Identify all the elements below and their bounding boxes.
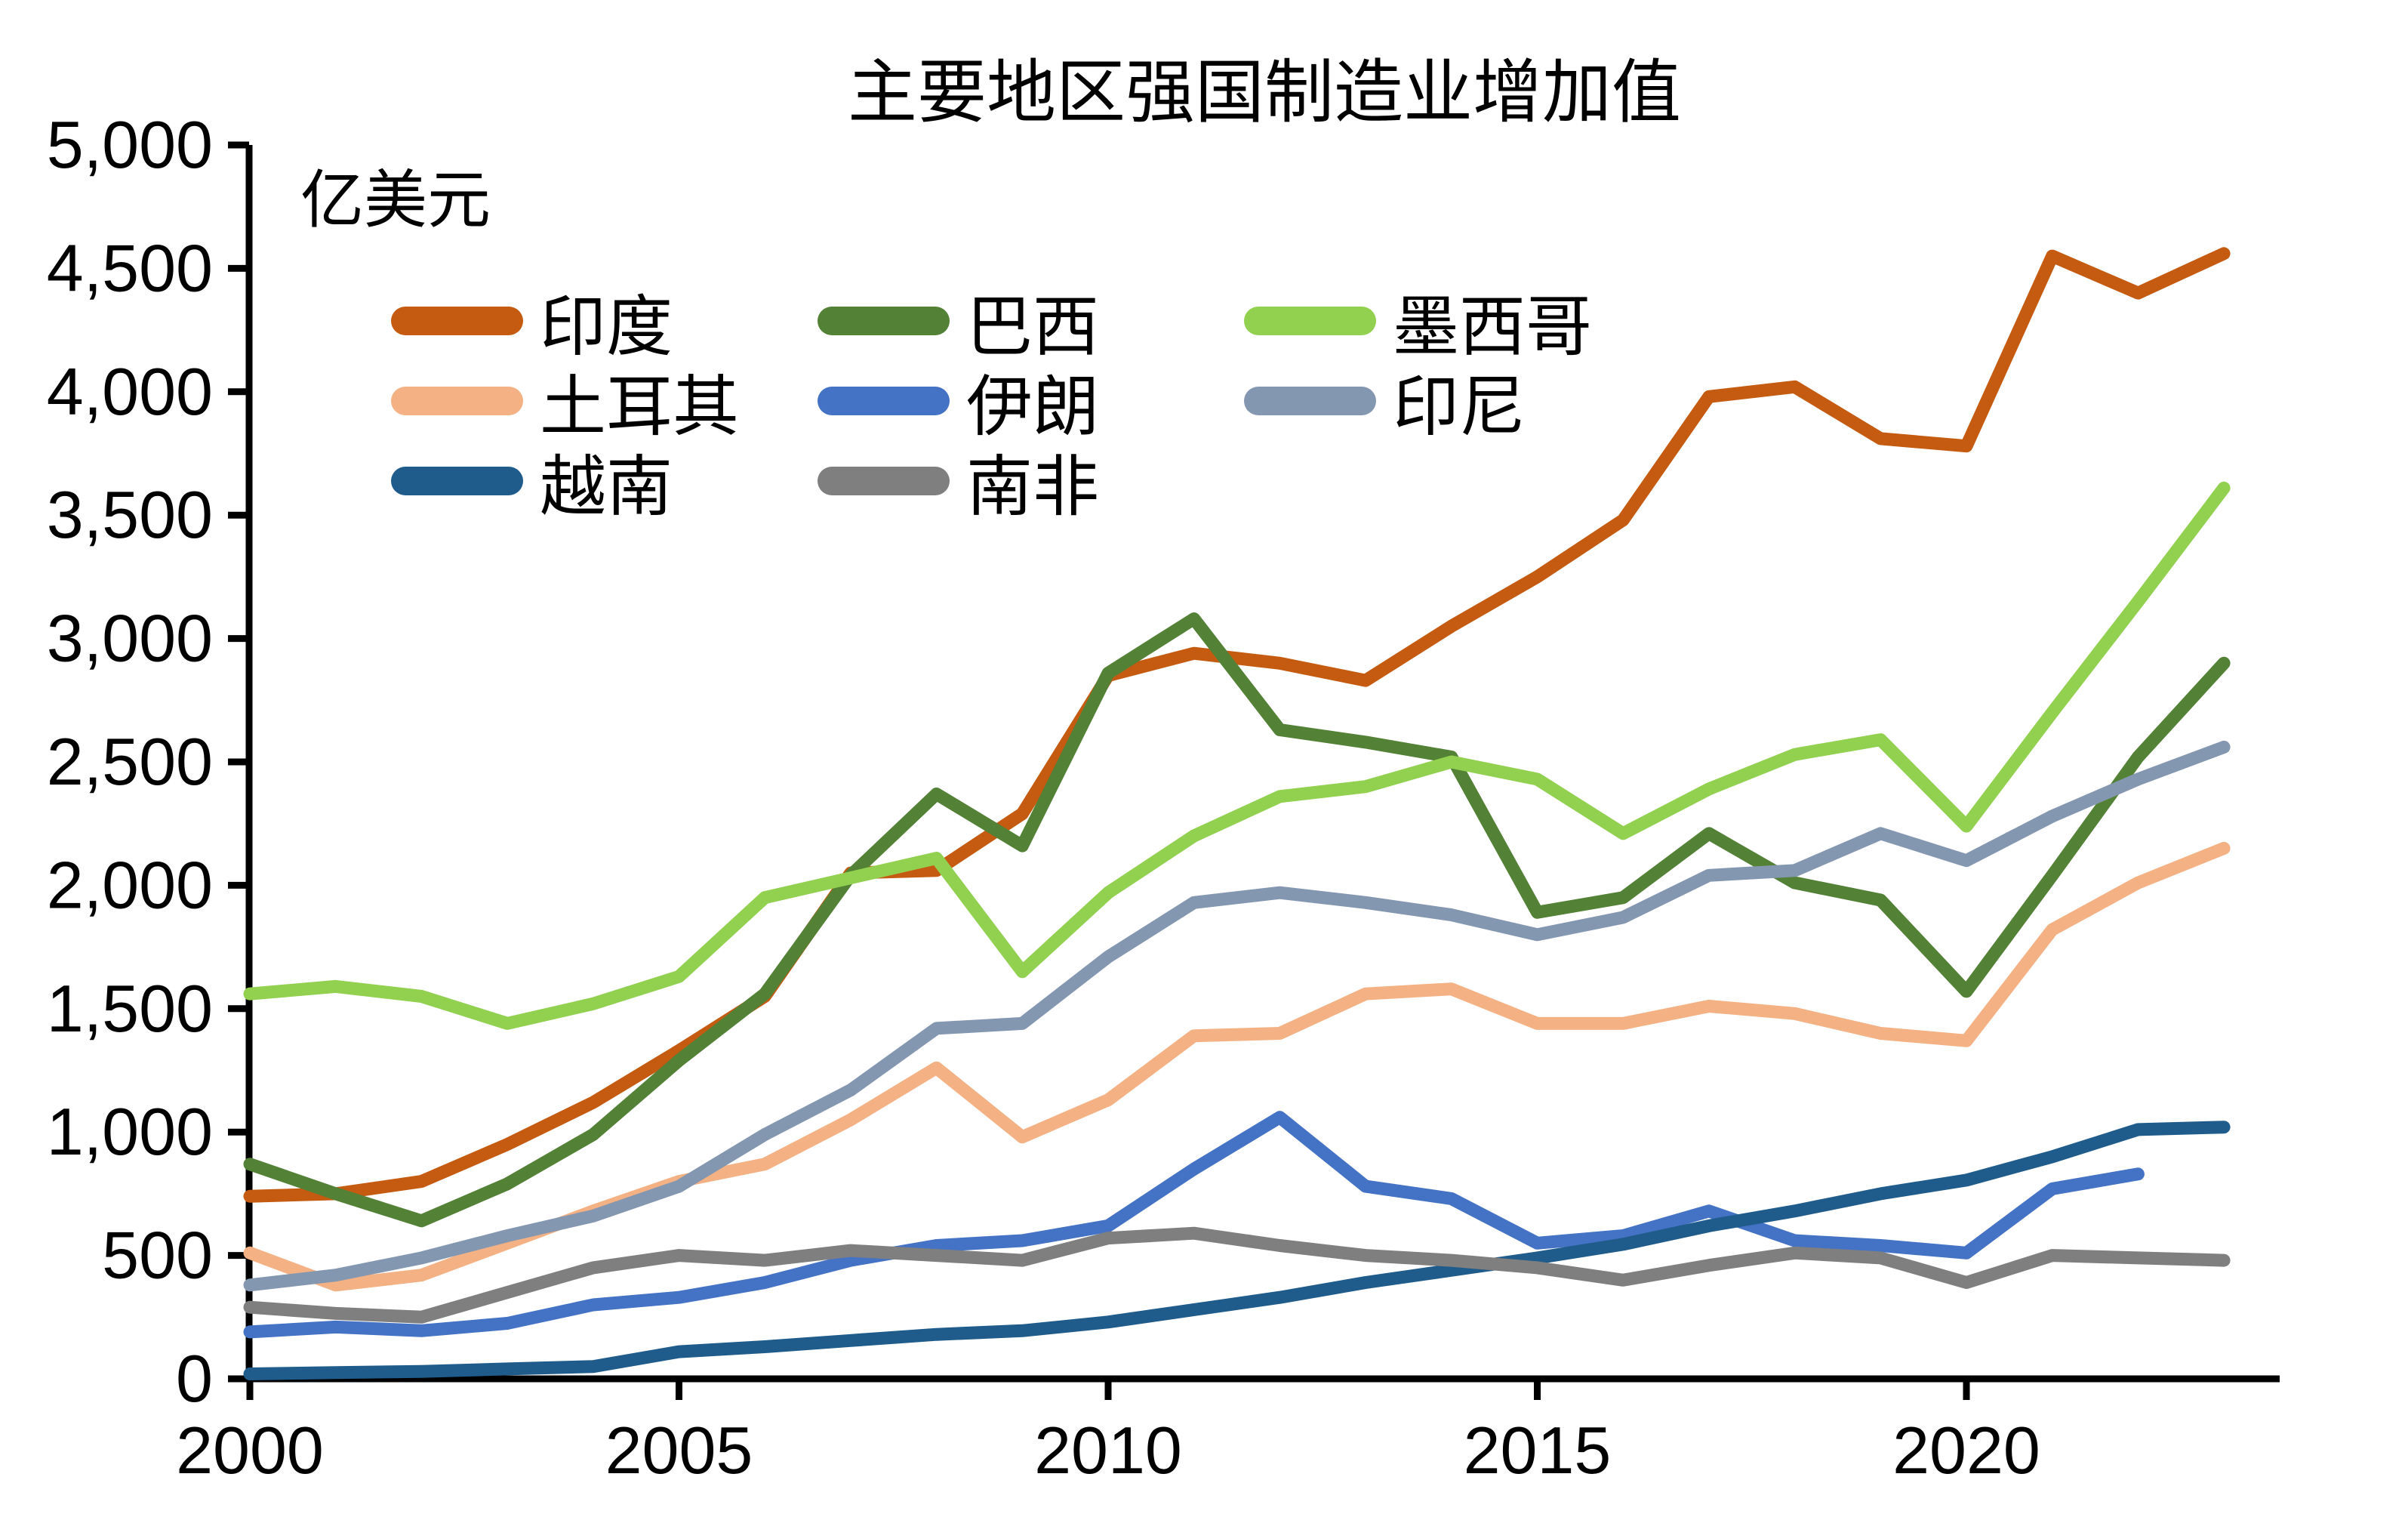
legend-item-mexico: 墨西哥	[1244, 273, 1671, 369]
legend-label-india: 印度	[540, 288, 673, 364]
y-tick-label: 2,000	[47, 847, 213, 922]
x-tick-label: 2000	[176, 1413, 324, 1488]
legend-swatch-turkey	[391, 387, 523, 415]
legend-swatch-south-africa	[818, 467, 950, 495]
legend-row: 印度 巴西 墨西哥	[391, 281, 1671, 364]
series-line-mexico	[243, 481, 2231, 1030]
series-line-iran	[243, 1111, 2145, 1339]
legend-label-iran: 伊朗	[966, 368, 1100, 444]
legend-label-brazil: 巴西	[966, 288, 1100, 364]
legend-label-mexico: 墨西哥	[1393, 288, 1593, 364]
series-line-brazil	[243, 612, 2231, 1228]
x-tick-label: 2005	[605, 1413, 753, 1488]
axes	[245, 145, 2280, 1383]
y-tick-label: 3,000	[47, 601, 213, 676]
legend-label-south-africa: 南非	[966, 449, 1100, 524]
legend-item-brazil: 巴西	[818, 273, 1244, 369]
legend-label-vietnam: 越南	[540, 449, 673, 524]
legend-row: 越南 南非	[391, 441, 1671, 524]
y-tick-label: 500	[102, 1218, 213, 1293]
series-line-indonesia	[243, 740, 2231, 1292]
legend-swatch-mexico	[1244, 307, 1376, 335]
y-axis-unit-label: 亿美元	[300, 165, 491, 236]
chart-title: 主要地区强国制造业增加值	[847, 54, 1681, 131]
legend-row: 土耳其 伊朗 印尼	[391, 361, 1671, 444]
y-tick-label: 5,000	[47, 107, 213, 182]
legend-item-south-africa: 南非	[818, 433, 1244, 529]
y-tick-label: 2,500	[47, 724, 213, 799]
legend-item-india: 印度	[391, 273, 818, 369]
y-tick-label: 1,500	[47, 971, 213, 1046]
legend-swatch-vietnam	[391, 467, 523, 495]
y-tick-label: 1,000	[47, 1094, 213, 1169]
legend-item-indonesia: 印尼	[1244, 353, 1671, 449]
legend-label-turkey: 土耳其	[540, 368, 740, 444]
legend-swatch-indonesia	[1244, 387, 1376, 415]
y-tick-label: 4,000	[47, 354, 213, 429]
y-tick-label: 3,500	[47, 477, 213, 552]
legend-swatch-iran	[818, 387, 950, 415]
legend-label-indonesia: 印尼	[1393, 368, 1526, 444]
series-line-vietnam	[243, 1121, 2231, 1380]
legend-swatch-brazil	[818, 307, 950, 335]
x-tick-label: 2020	[1892, 1413, 2040, 1488]
legend-swatch-india	[391, 307, 523, 335]
series-line-south-africa	[243, 1226, 2231, 1324]
y-tick-label: 0	[176, 1341, 213, 1416]
series-line-turkey	[243, 841, 2231, 1292]
legend: 印度 巴西 墨西哥土耳其 伊朗 印尼越南 南非	[391, 281, 1671, 524]
legend-item-turkey: 土耳其	[391, 353, 818, 449]
x-tick-label: 2010	[1034, 1413, 1182, 1488]
x-tick-label: 2015	[1464, 1413, 1612, 1488]
legend-item-iran: 伊朗	[818, 353, 1244, 449]
y-tick-label: 4,500	[47, 230, 213, 305]
series-line-india	[243, 247, 2231, 1203]
legend-item-vietnam: 越南	[391, 433, 818, 529]
